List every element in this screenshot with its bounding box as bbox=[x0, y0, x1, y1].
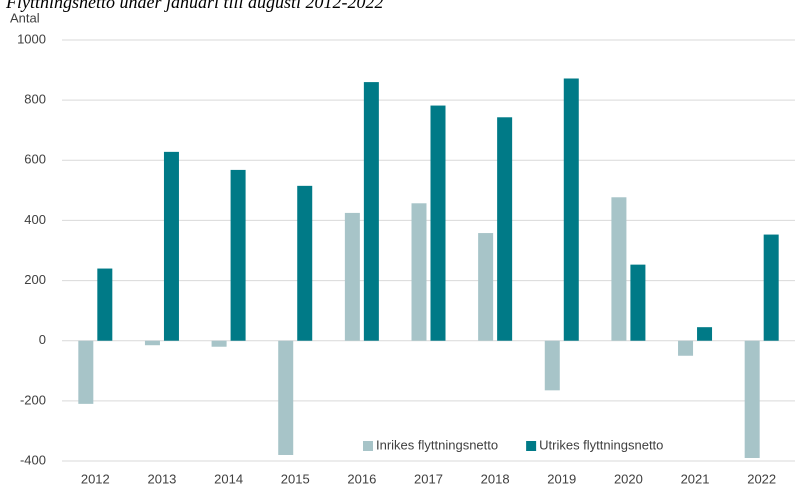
chart-title: Flyttningsnetto under januari till augus… bbox=[5, 0, 384, 12]
bar bbox=[363, 82, 379, 341]
bar bbox=[411, 203, 427, 341]
x-tick-label: 2018 bbox=[481, 471, 510, 486]
bar bbox=[97, 268, 113, 341]
bar bbox=[497, 117, 513, 341]
legend-swatch bbox=[526, 441, 537, 451]
bar bbox=[630, 264, 646, 341]
x-tick-label: 2012 bbox=[81, 471, 110, 486]
bar bbox=[230, 169, 246, 341]
bar bbox=[678, 340, 694, 356]
bar bbox=[478, 233, 494, 341]
bar bbox=[697, 327, 713, 341]
bar bbox=[544, 340, 560, 391]
x-tick-label: 2013 bbox=[147, 471, 176, 486]
bar bbox=[78, 340, 94, 404]
bar bbox=[163, 151, 179, 341]
x-tick-label: 2017 bbox=[414, 471, 443, 486]
y-tick-label: 1000 bbox=[17, 31, 46, 46]
bar bbox=[744, 340, 760, 458]
x-tick-label: 2015 bbox=[281, 471, 310, 486]
bar bbox=[430, 105, 446, 341]
x-tick-label: 2022 bbox=[747, 471, 776, 486]
bar bbox=[344, 212, 360, 341]
x-tick-label: 2021 bbox=[681, 471, 710, 486]
y-tick-label: 0 bbox=[39, 332, 46, 347]
y-axis-title: Antal bbox=[10, 10, 40, 25]
legend-swatch bbox=[363, 441, 373, 451]
y-tick-label: 200 bbox=[24, 272, 46, 287]
y-tick-label: 600 bbox=[24, 152, 46, 167]
x-tick-label: 2014 bbox=[214, 471, 243, 486]
bar bbox=[297, 185, 313, 341]
bar bbox=[563, 78, 579, 341]
x-tick-label: 2020 bbox=[614, 471, 643, 486]
y-tick-label: 400 bbox=[24, 212, 46, 227]
bar bbox=[144, 340, 160, 346]
x-tick-label: 2016 bbox=[347, 471, 376, 486]
bar bbox=[211, 340, 227, 347]
y-tick-label: -200 bbox=[20, 392, 46, 407]
bar bbox=[611, 197, 627, 341]
y-tick-label: -400 bbox=[20, 452, 46, 467]
y-tick-label: 800 bbox=[24, 92, 46, 107]
legend-label: Utrikes flyttningsnetto bbox=[539, 437, 663, 452]
bar bbox=[763, 234, 779, 341]
legend-label: Inrikes flyttningsnetto bbox=[376, 437, 498, 452]
bar bbox=[278, 340, 294, 455]
x-tick-label: 2019 bbox=[547, 471, 576, 486]
